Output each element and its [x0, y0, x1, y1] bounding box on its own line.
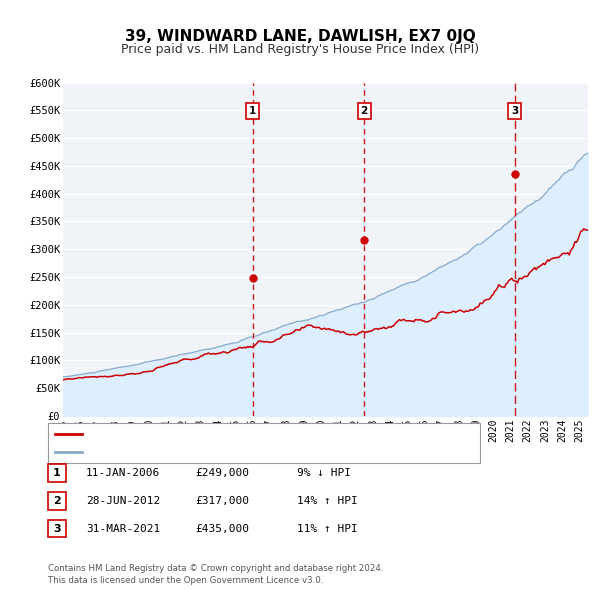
Text: 11% ↑ HPI: 11% ↑ HPI	[297, 524, 358, 533]
Text: Price paid vs. HM Land Registry's House Price Index (HPI): Price paid vs. HM Land Registry's House …	[121, 43, 479, 56]
Text: 39, WINDWARD LANE, DAWLISH, EX7 0JQ: 39, WINDWARD LANE, DAWLISH, EX7 0JQ	[125, 29, 475, 44]
Text: 1: 1	[249, 106, 256, 116]
Text: 2: 2	[361, 106, 368, 116]
Text: £249,000: £249,000	[195, 468, 249, 478]
Text: 28-JUN-2012: 28-JUN-2012	[86, 496, 160, 506]
Text: 39, WINDWARD LANE, DAWLISH, EX7 0JQ (detached house): 39, WINDWARD LANE, DAWLISH, EX7 0JQ (det…	[88, 430, 413, 440]
Text: 2: 2	[53, 496, 61, 506]
Text: £317,000: £317,000	[195, 496, 249, 506]
Text: Contains HM Land Registry data © Crown copyright and database right 2024.
This d: Contains HM Land Registry data © Crown c…	[48, 564, 383, 585]
Text: 3: 3	[511, 106, 518, 116]
Text: 9% ↓ HPI: 9% ↓ HPI	[297, 468, 351, 478]
Text: HPI: Average price, detached house, Teignbridge: HPI: Average price, detached house, Teig…	[88, 447, 354, 457]
Text: 14% ↑ HPI: 14% ↑ HPI	[297, 496, 358, 506]
Text: 3: 3	[53, 524, 61, 533]
Text: £435,000: £435,000	[195, 524, 249, 533]
Text: 31-MAR-2021: 31-MAR-2021	[86, 524, 160, 533]
Text: 11-JAN-2006: 11-JAN-2006	[86, 468, 160, 478]
Text: 1: 1	[53, 468, 61, 478]
